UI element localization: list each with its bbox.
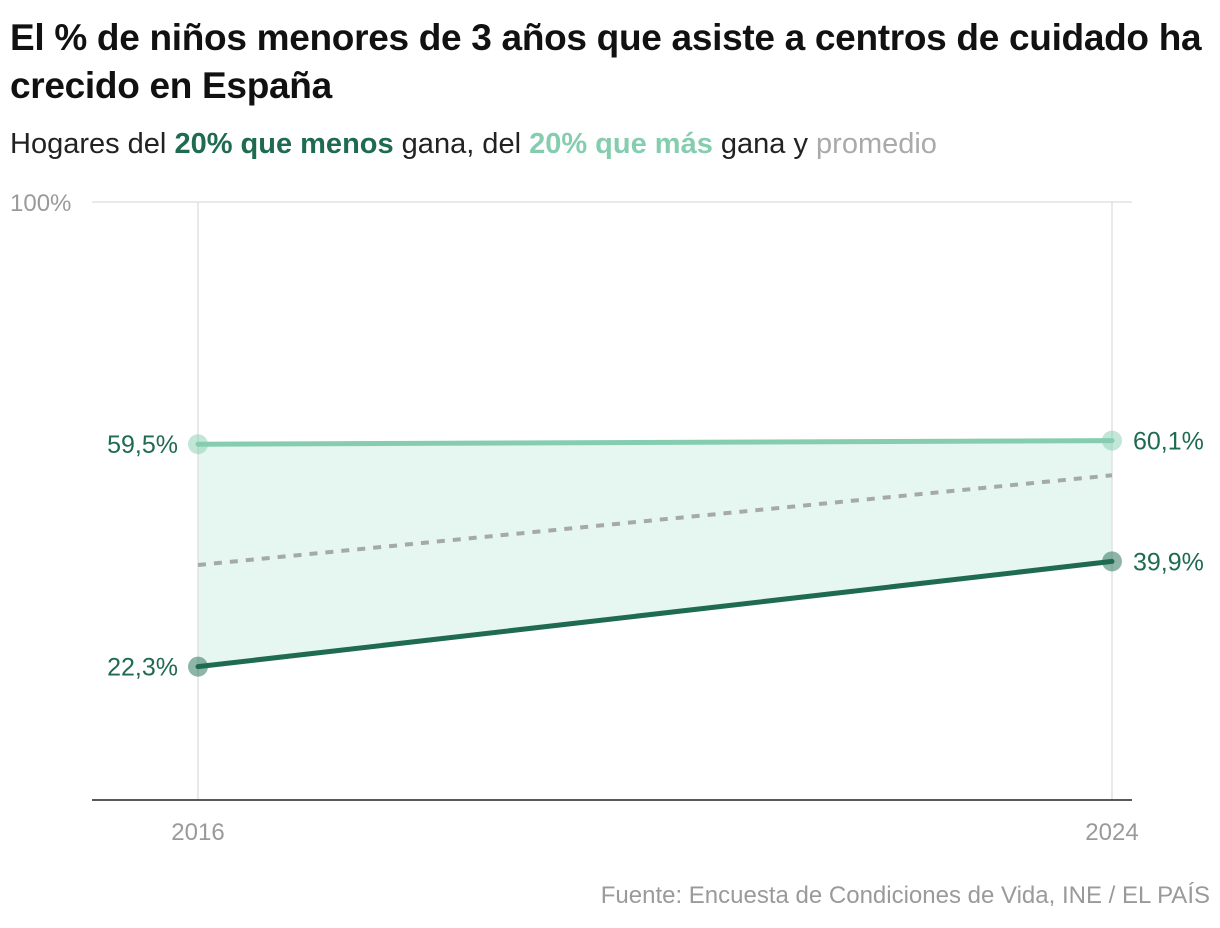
x-tick-label: 2024: [1085, 819, 1138, 846]
data-label-high: 60,1%: [1133, 428, 1204, 456]
data-point-low: [1102, 551, 1122, 572]
series-line-high: [195, 438, 1115, 447]
series-line-low: [195, 558, 1115, 670]
chart-title: El % de niños menores de 3 años que asis…: [10, 17, 1202, 106]
data-label-high: 59,5%: [107, 431, 178, 459]
data-label-low: 39,9%: [1133, 548, 1204, 576]
data-point-high: [188, 434, 208, 455]
subtitle-mid1: gana, del: [393, 128, 530, 160]
y-tick-label: 100%: [10, 190, 71, 217]
subtitle-prefix: Hogares del: [10, 128, 175, 160]
legend-low: 20% que menos: [174, 128, 394, 160]
subtitle-mid2: gana y: [712, 128, 817, 160]
data-point-low: [188, 656, 208, 677]
legend-avg: promedio: [816, 128, 937, 160]
data-label-low: 22,3%: [107, 654, 178, 682]
legend-high: 20% que más: [529, 128, 713, 160]
data-point-high: [1102, 430, 1122, 451]
chart-subtitle: Hogares del 20% que menos gana, del 20% …: [10, 128, 937, 161]
source-note: Fuente: Encuesta de Condiciones de Vida,…: [600, 882, 1210, 909]
x-tick-label: 2016: [171, 819, 224, 846]
gap-band: [198, 440, 1112, 667]
